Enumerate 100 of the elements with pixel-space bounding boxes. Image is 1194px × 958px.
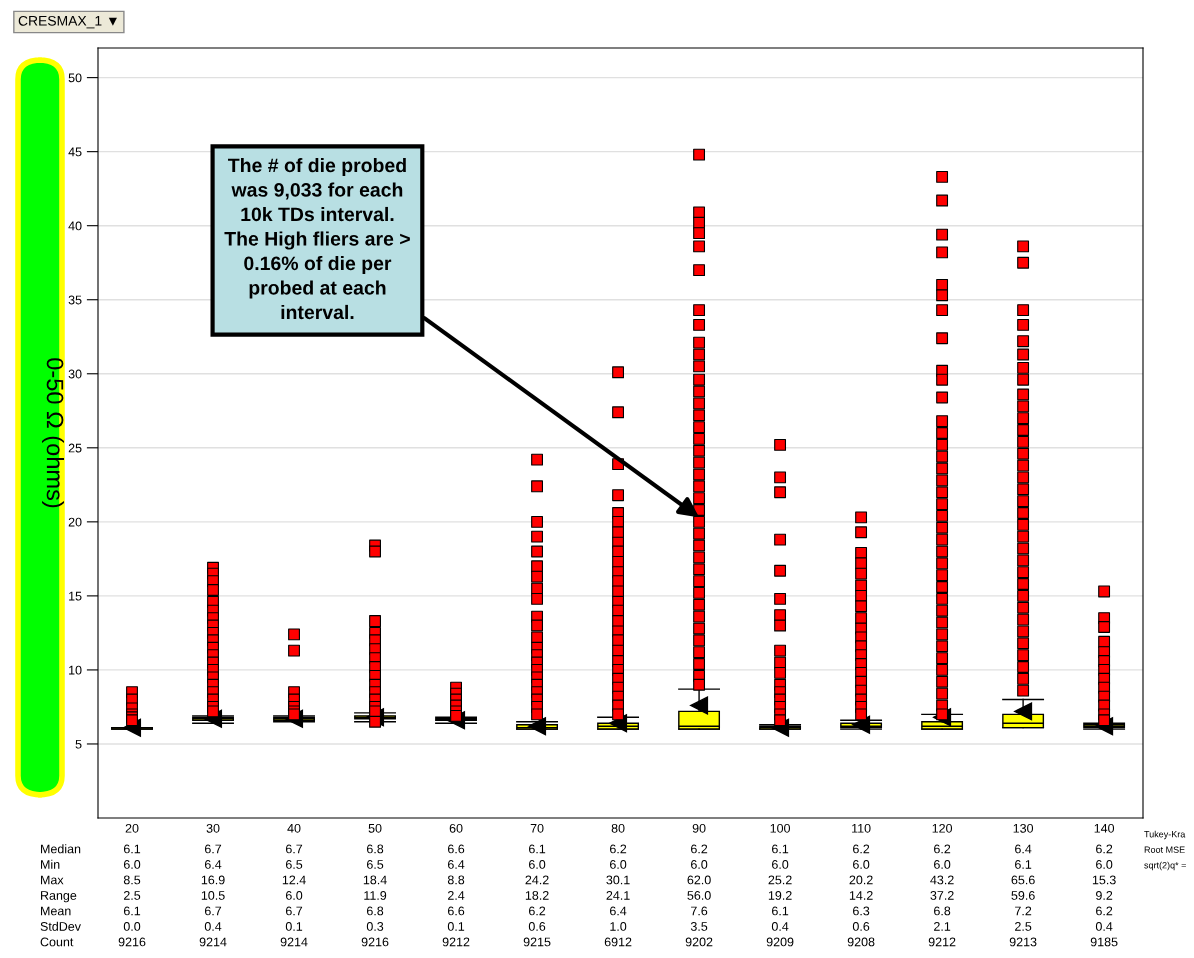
text: 6.0 [934, 860, 951, 869]
y-tick-label: 25 [68, 443, 82, 453]
text: 6.0 [610, 860, 627, 869]
text: 6.4 [204, 860, 222, 869]
text: 6.1 [123, 906, 141, 916]
text: 6.0 [1096, 860, 1113, 869]
text: 30.1 [606, 875, 630, 885]
text: 6.6 [448, 844, 465, 854]
y-tick-label: 35 [68, 295, 82, 305]
text: 7.2 [1015, 906, 1032, 916]
y-tick-label: 40 [68, 221, 82, 231]
text: 6.8 [366, 906, 384, 916]
text: 0.3 [366, 922, 384, 931]
text: 9212 [442, 937, 470, 947]
text: 6.7 [204, 906, 222, 916]
text: 2.1 [934, 922, 951, 931]
x-tick-label: 120 [932, 823, 953, 833]
text: 6.1 [529, 844, 546, 854]
x-tick-label: 110 [852, 823, 871, 833]
text: 37.2 [930, 891, 954, 900]
text: 2.5 [123, 891, 141, 900]
text: 9209 [766, 937, 794, 947]
text: 10.5 [201, 891, 225, 900]
text: StdDev [40, 921, 81, 931]
x-tick-label: 100 [770, 823, 791, 833]
text: 6.0 [285, 891, 303, 900]
x-tick-label: 40 [287, 823, 301, 833]
text: 0.4 [1095, 922, 1113, 931]
text: 2.4 [448, 891, 465, 900]
x-tick-label: 20 [125, 823, 139, 833]
text: 6.7 [204, 844, 222, 854]
text: 6.7 [285, 906, 303, 916]
text: 11.9 [364, 891, 387, 900]
text: 65.6 [1011, 875, 1035, 885]
text: Max [41, 875, 64, 885]
text: 9215 [523, 937, 551, 947]
text: 3.5 [690, 922, 708, 931]
text: 9208 [847, 937, 875, 947]
text: 6.5 [366, 860, 384, 869]
text: Range [41, 891, 77, 903]
x-tick-label: 90 [692, 823, 706, 833]
text: 9185 [1090, 937, 1118, 947]
text: Count [40, 937, 74, 947]
text: 9216 [118, 937, 146, 947]
text: 6.0 [853, 860, 870, 869]
text: 6.3 [853, 906, 870, 916]
x-tick-label: 140 [1094, 823, 1115, 833]
text: 6.8 [366, 844, 384, 854]
x-tick-label: 50 [368, 823, 382, 833]
text: 7.6 [691, 906, 708, 916]
y-axis-title: 0-50 Ω (ohms) [42, 358, 65, 508]
text: 0.6 [852, 922, 870, 931]
text: 6.1 [123, 844, 141, 854]
text: 6.2 [529, 906, 546, 916]
text: 2.5 [1015, 922, 1032, 931]
text: 0.4 [771, 922, 789, 931]
y-tick-label: 30 [68, 369, 82, 379]
text: 6.2 [691, 844, 708, 854]
annotation: The # of die probed was 9,033 for each 10k TDs interval. The High fliers are > 0.16% of die per probed at each interval. [224, 157, 410, 320]
text: 9214 [280, 937, 308, 947]
text: Mean [41, 906, 71, 916]
x-tick-label: 30 [206, 823, 220, 833]
text: 20.2 [849, 875, 873, 885]
text: 6.2 [853, 844, 870, 854]
text: 19.2 [768, 891, 792, 900]
text: sqrt(2)q* = [1144, 861, 1186, 871]
y-tick-label: 50 [68, 73, 82, 83]
text: Min [41, 859, 60, 869]
text: 0.1 [447, 922, 465, 931]
text: 24.2 [525, 875, 549, 885]
text: 56.0 [687, 891, 711, 900]
text: 0.4 [204, 922, 222, 931]
text: 6.2 [610, 844, 627, 854]
text: 6.2 [934, 844, 951, 854]
x-tick-label: 80 [611, 823, 625, 833]
text: 6912 [604, 937, 632, 947]
text: 12.4 [282, 875, 306, 885]
text: CRESMAX_1 ▼ [18, 15, 117, 29]
text: 6.8 [934, 906, 951, 916]
text: 6.7 [285, 844, 303, 854]
x-tick-label: 70 [530, 823, 544, 833]
text: 6.2 [1096, 844, 1113, 854]
text: 9214 [199, 937, 227, 947]
text: 0.1 [285, 922, 303, 931]
text: 18.2 [525, 891, 549, 900]
text: 1.0 [610, 922, 627, 931]
text: Root MSE [1144, 846, 1185, 853]
text: Tukey-Kra [1144, 830, 1186, 840]
text: 24.1 [606, 891, 630, 900]
text: 6.4 [448, 860, 465, 869]
text: 59.6 [1011, 891, 1035, 900]
y-tick-label: 45 [68, 147, 82, 157]
y-tick-label: 5 [75, 739, 82, 749]
text: 6.4 [1015, 844, 1032, 854]
text: 8.8 [447, 875, 465, 885]
text: 9216 [361, 937, 389, 947]
text: 9213 [1009, 937, 1037, 947]
text: 14.2 [849, 891, 873, 900]
text: 6.1 [772, 844, 789, 854]
text: 6.4 [610, 906, 627, 916]
